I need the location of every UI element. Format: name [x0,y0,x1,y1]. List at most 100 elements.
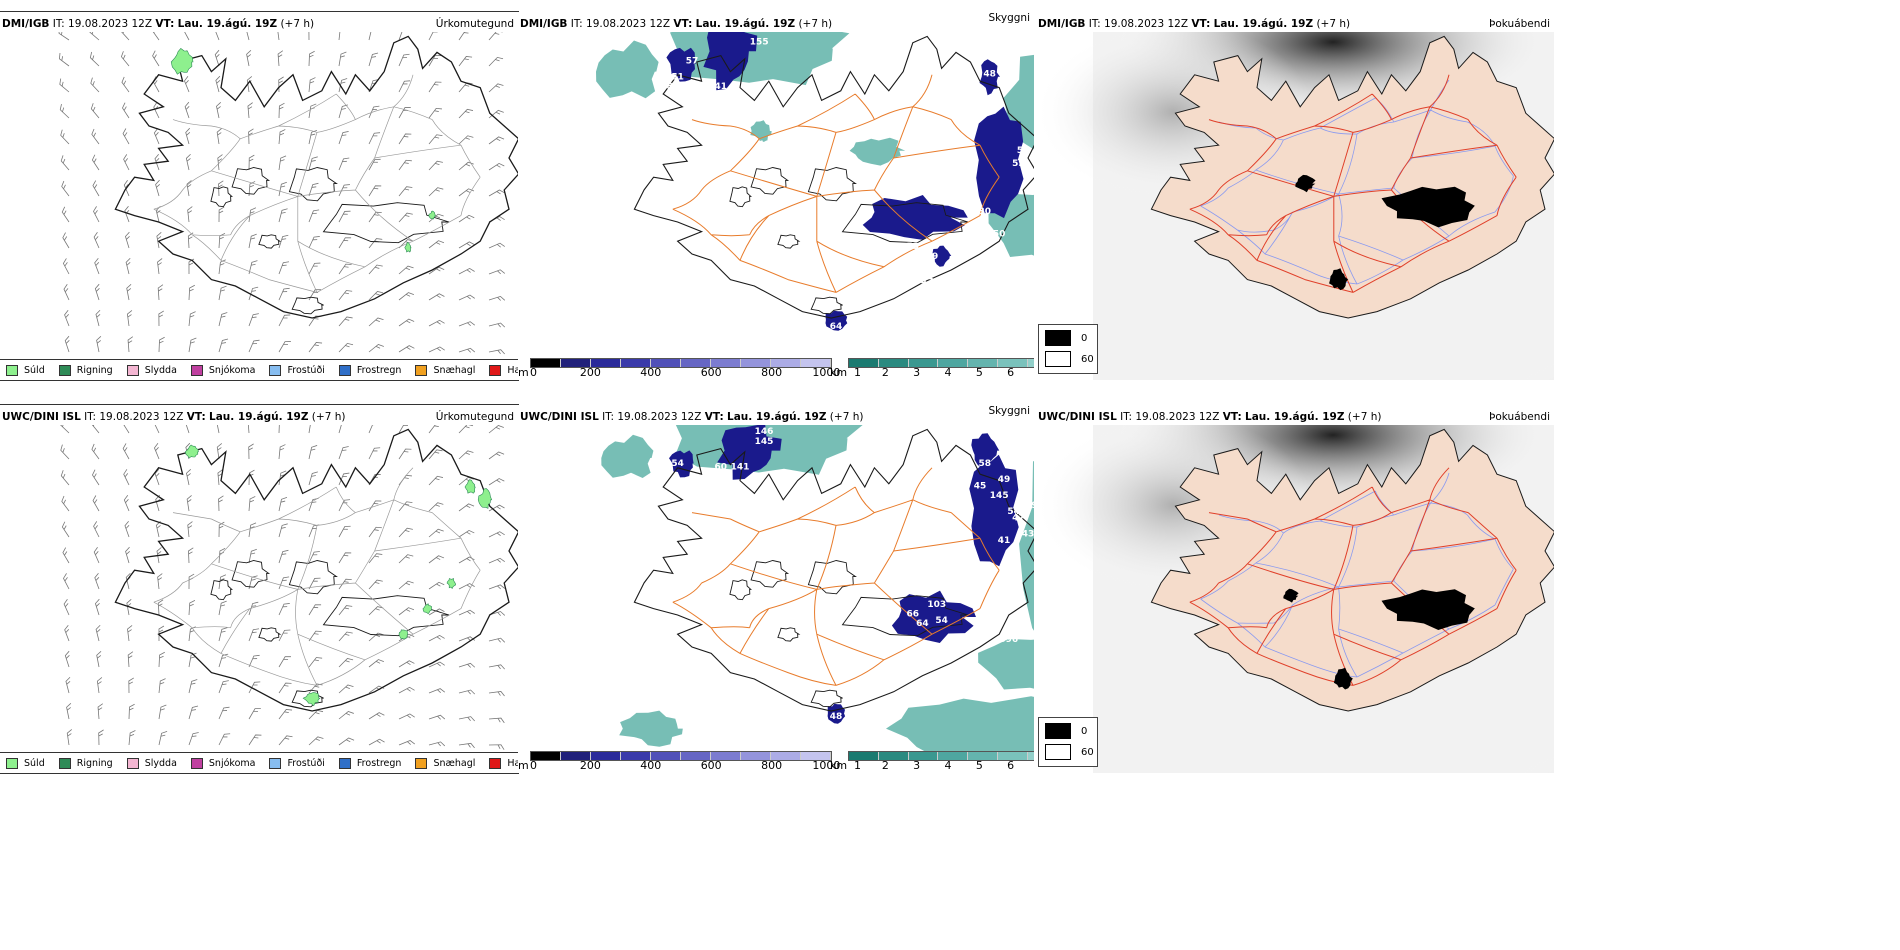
legend-swatch [415,757,428,769]
fog-legend-item: 60 [1045,744,1097,760]
iceland-land [1150,35,1554,319]
legend-item: Frostúði [269,364,325,376]
scale-tick: 6 [1007,366,1015,379]
drizzle-cell [446,578,457,590]
ceiling-height-label: 95 [1031,501,1034,511]
ceiling-colorbar [530,751,832,761]
precip-legend: Súld Rigning Slydda Snjókoma Frostúði Frostre… [0,359,518,380]
drizzle-cell [302,692,321,707]
legend-swatch [269,364,282,376]
colorbar-step [849,359,879,367]
ceiling-height-label: 53 [1017,146,1030,156]
scale-tick: 600 [700,759,722,772]
colorbar-step [771,752,801,760]
low-ceiling-areas [669,425,1019,724]
colorbar-step [531,359,561,367]
legend-item: Frostregn [338,757,401,769]
legend-item: Rigning [58,364,113,376]
legend-item: Frostúði [269,757,325,769]
fog-field [1510,357,1554,380]
legend-swatch [415,364,428,376]
lead-time: (+7 h) [280,18,315,30]
legend-label: Frostúði [287,757,325,769]
colorbar-step [908,752,939,760]
fog-legend-swatch [1045,330,1071,346]
colorbar-step [711,359,741,367]
low-visibility-area [886,696,1034,755]
lead-time: (+7 h) [1316,18,1351,30]
panel-header: UWC/DINI ISL IT: 19.08.2023 12Z VT: Lau.… [2,411,345,423]
colorbar-step [997,359,1028,367]
legend-item: Slydda [126,364,177,376]
drizzle-cell [464,479,476,494]
colorbar-step [938,359,969,367]
legend-item: Snæhagl [415,757,476,769]
visibility-colorbar [848,751,1034,761]
ceiling-height-label: 51 [974,226,987,236]
legend-swatch [126,364,139,376]
legend-swatch [338,364,351,376]
legend-label: Snæhagl [433,757,476,769]
fog-blobs [1283,588,1476,690]
vt-value: Lau. 19.ágú. 19Z [695,18,796,30]
scale-tick: 800 [761,759,783,772]
visibility-ticks: 12345678910 [848,759,1034,773]
legend-swatch [489,364,502,376]
dense-fog-area [1329,268,1349,291]
glacier-outlines [729,560,969,708]
it-value: 19.08.2023 12Z [617,411,702,423]
low-ceiling-area [666,47,696,82]
ceiling-height-label: 396 [999,635,1018,645]
it-label: IT: [1088,18,1101,30]
it-label: IT: [52,18,65,30]
drizzle-cell [422,603,433,615]
precip-cells [170,47,436,253]
low-ceiling-area [974,106,1024,219]
visibility-panel-row2: UWC/DINI ISL IT: 19.08.2023 12Z VT: Lau.… [518,405,1034,773]
fog-panel-row1: DMI/IGB IT: 19.08.2023 12Z VT: Lau. 19.á… [1036,12,1554,380]
dense-fog-area [1381,186,1476,228]
ceiling-height-label: 60 [715,462,728,472]
river-network [1200,472,1514,678]
colorbar-step [801,359,831,367]
colorbar-step [908,359,939,367]
ceiling-ticks: 0 200 400 600 800 1000 [530,366,840,380]
ceiling-height-label: 100 [1033,517,1034,527]
colorbar-step [591,359,621,367]
legend-label: Snjókoma [208,364,256,376]
ceiling-height-label: 64 [916,619,929,629]
precip-cells [184,444,493,707]
ceiling-height-label: 70 [753,520,766,530]
legend-label: Haglél [507,364,518,376]
ceiling-height-label: 50 [988,95,1001,105]
iceland-coastline [114,35,518,319]
low-ceiling-area [717,425,782,480]
ceiling-height-label: 44 [964,597,977,607]
ceiling-height-label: 43 [1022,530,1034,540]
colorbar-step [878,359,909,367]
scale-tick: 4 [944,759,952,772]
precip-panel-row2: UWC/DINI ISL IT: 19.08.2023 12Z VT: Lau.… [0,404,519,774]
panel-header: DMI/IGB IT: 19.08.2023 12Z VT: Lau. 19.á… [1038,18,1350,30]
fog-legend: 0 60 [1038,717,1098,767]
panel-title: Úrkomutegund [435,18,514,30]
low-ceiling-area [969,454,1019,567]
vt-value: Lau. 19.ágú. 19Z [1245,411,1345,423]
legend-item: Súld [6,757,45,769]
vt-label: VT: [155,18,175,30]
precip-map [58,32,518,355]
wind-barbs [59,425,506,750]
ceiling-height-label: 54 [1007,507,1020,517]
scale-tick: 800 [761,366,783,379]
it-value: 19.08.2023 12Z [586,18,671,30]
vt-label: VT: [1222,411,1242,423]
legend-label: Slydda [144,364,177,376]
ceiling-height-label: 47 [1031,178,1034,188]
scale-tick: 400 [640,366,662,379]
ceiling-height-label: 41 [998,536,1011,546]
dense-fog-area [1295,174,1316,193]
low-ceiling-area [932,245,952,267]
model-name: UWC/DINI ISL [1038,411,1117,423]
visibility-scale: 12345678910 km [830,751,1034,773]
model-name: DMI/IGB [1038,18,1086,30]
